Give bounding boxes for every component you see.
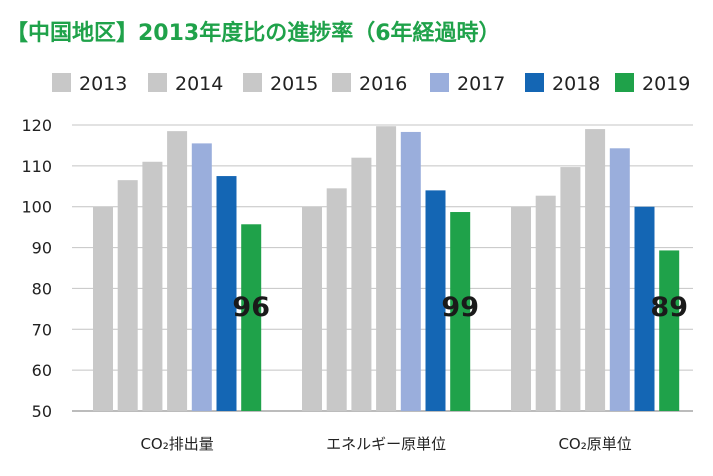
legend-swatch-2013	[52, 73, 71, 92]
bar-2016-2	[376, 126, 397, 412]
bar-2018-3	[634, 206, 655, 411]
data-label-2: 99	[441, 292, 479, 323]
bar-2015-3	[560, 167, 581, 411]
legend-swatch-2016	[332, 73, 351, 92]
bar-2017-3	[609, 148, 630, 411]
y-tick-label: 100	[21, 198, 52, 217]
legend-swatch-2017	[430, 73, 449, 92]
y-tick-label: 90	[32, 239, 52, 258]
legend-label-2018: 2018	[552, 73, 600, 95]
legend-swatch-2014	[148, 73, 167, 92]
bar-2013-2	[302, 206, 322, 411]
bar-2015-1	[142, 161, 163, 411]
legend-label-2019: 2019	[642, 73, 690, 95]
bar-2016-1	[167, 131, 188, 411]
legend-swatch-2019	[615, 73, 634, 92]
bar-2019-3	[659, 250, 680, 411]
legend: 2013 2014 2015 2016 2017 2018 2019	[52, 73, 690, 95]
bar-2017-1	[191, 143, 212, 411]
data-label-1: 96	[232, 292, 270, 323]
bar-2014-1	[117, 180, 138, 411]
y-tick-label: 80	[32, 279, 52, 298]
bar-2015-2	[351, 157, 372, 411]
bars	[93, 126, 680, 412]
category-label-1: CO₂排出量	[140, 435, 213, 453]
bar-2014-3	[535, 195, 556, 411]
chart-title: 【中国地区】2013年度比の進捗率（6年経過時）	[6, 20, 501, 46]
legend-label-2013: 2013	[79, 73, 127, 95]
legend-label-2017: 2017	[457, 73, 505, 95]
bar-2019-1	[241, 224, 262, 411]
x-axis: CO₂排出量 エネルギー原単位 CO₂原単位	[140, 435, 631, 453]
legend-swatch-2018	[525, 73, 544, 92]
legend-swatch-2015	[243, 73, 262, 92]
y-tick-label: 60	[32, 361, 52, 380]
legend-label-2014: 2014	[175, 73, 223, 95]
y-tick-label: 50	[32, 402, 52, 421]
category-label-3: CO₂原単位	[558, 435, 631, 453]
category-label-2: エネルギー原単位	[326, 435, 446, 453]
y-axis: 50 60 70 80 90 100 110 120	[21, 116, 52, 421]
bar-2016-3	[585, 129, 606, 412]
y-tick-label: 110	[21, 157, 52, 176]
data-label-3: 89	[650, 292, 688, 323]
legend-label-2015: 2015	[270, 73, 318, 95]
bar-2018-1	[216, 176, 237, 411]
bar-2018-2	[425, 190, 446, 411]
bar-2013-1	[93, 206, 113, 411]
bar-2017-2	[400, 131, 421, 411]
data-labels: 96 99 89	[232, 292, 688, 323]
y-tick-label: 120	[21, 116, 52, 135]
legend-label-2016: 2016	[359, 73, 407, 95]
bar-2019-2	[450, 212, 471, 411]
bar-2013-3	[511, 206, 531, 411]
y-tick-label: 70	[32, 320, 52, 339]
bar-2014-2	[326, 188, 347, 411]
